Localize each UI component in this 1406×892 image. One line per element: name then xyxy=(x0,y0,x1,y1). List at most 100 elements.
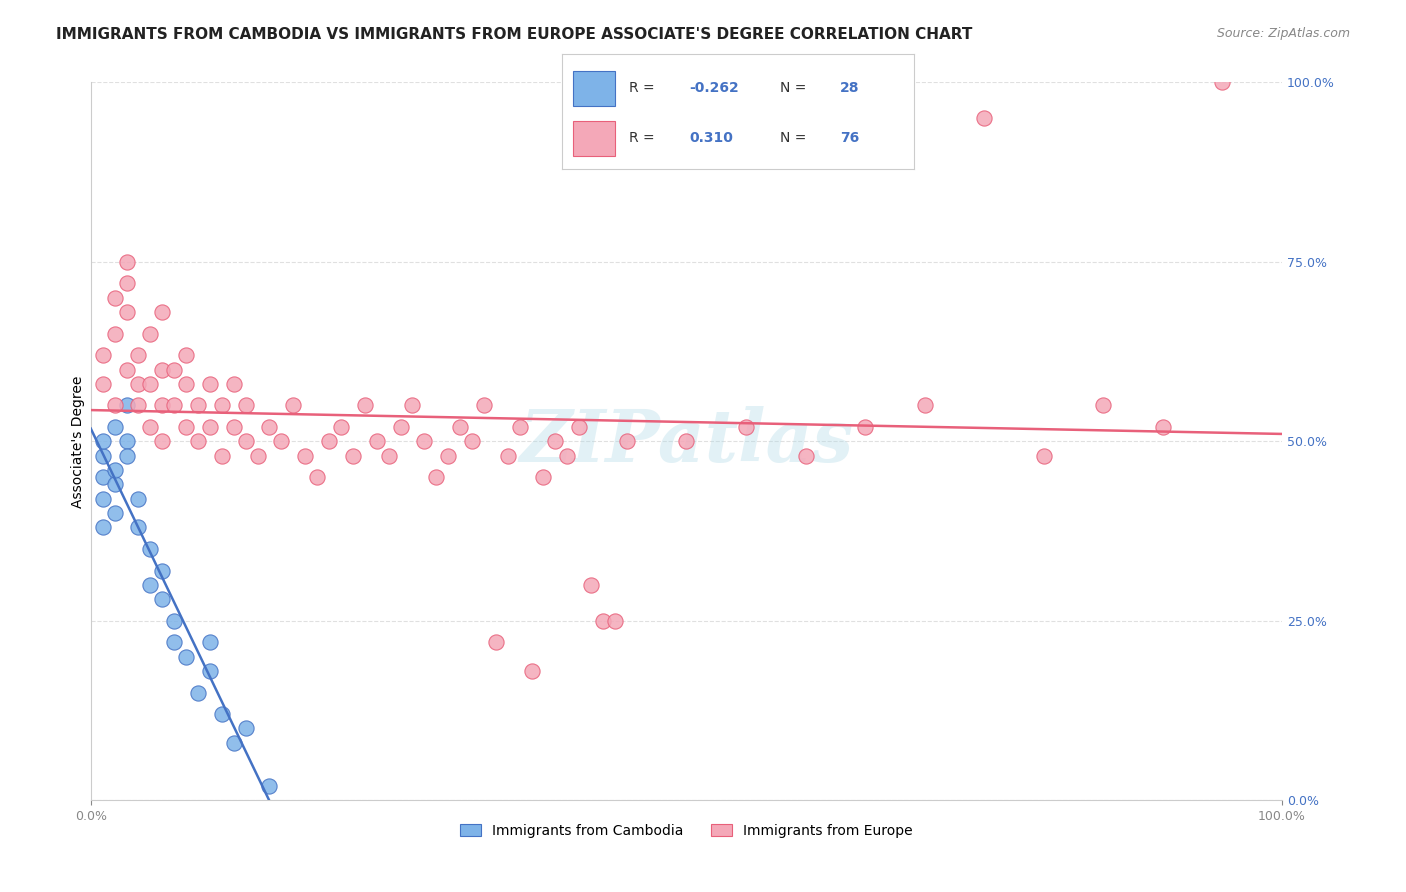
Point xyxy=(150,399,173,413)
Point xyxy=(139,420,162,434)
Point xyxy=(115,255,138,269)
Point xyxy=(150,564,173,578)
Text: R =: R = xyxy=(630,131,659,145)
Point xyxy=(139,541,162,556)
Point xyxy=(259,420,281,434)
Point xyxy=(91,470,114,484)
Point xyxy=(174,420,197,434)
Point xyxy=(163,399,186,413)
Point xyxy=(150,362,173,376)
Point xyxy=(163,362,186,376)
Point xyxy=(389,420,412,434)
Point xyxy=(294,449,316,463)
Point xyxy=(794,449,817,463)
Text: 0.310: 0.310 xyxy=(689,131,733,145)
Point xyxy=(401,399,423,413)
Point xyxy=(318,434,340,449)
Point xyxy=(211,449,233,463)
Point xyxy=(509,420,531,434)
Point xyxy=(127,376,149,391)
FancyBboxPatch shape xyxy=(574,120,616,155)
Point xyxy=(496,449,519,463)
Point xyxy=(413,434,436,449)
Point xyxy=(127,491,149,506)
Point xyxy=(115,399,138,413)
Point xyxy=(246,449,269,463)
Point xyxy=(150,592,173,607)
Point xyxy=(91,434,114,449)
Point xyxy=(150,434,173,449)
Point xyxy=(603,614,626,628)
Point xyxy=(139,376,162,391)
Y-axis label: Associate's Degree: Associate's Degree xyxy=(72,376,86,508)
Text: Source: ZipAtlas.com: Source: ZipAtlas.com xyxy=(1216,27,1350,40)
Point xyxy=(568,420,591,434)
Point xyxy=(235,434,257,449)
Point xyxy=(1032,449,1054,463)
Point xyxy=(104,477,127,491)
Point xyxy=(198,420,221,434)
Point xyxy=(222,420,245,434)
Point xyxy=(174,376,197,391)
Point xyxy=(115,362,138,376)
Point xyxy=(104,463,127,477)
Point xyxy=(198,635,221,649)
Point xyxy=(198,664,221,678)
Point xyxy=(425,470,447,484)
Text: N =: N = xyxy=(780,131,811,145)
Point xyxy=(104,506,127,520)
Text: IMMIGRANTS FROM CAMBODIA VS IMMIGRANTS FROM EUROPE ASSOCIATE'S DEGREE CORRELATIO: IMMIGRANTS FROM CAMBODIA VS IMMIGRANTS F… xyxy=(56,27,973,42)
Point xyxy=(127,520,149,534)
Point xyxy=(91,449,114,463)
Point xyxy=(377,449,399,463)
Point xyxy=(104,399,127,413)
Point xyxy=(115,305,138,319)
Point xyxy=(544,434,567,449)
Point xyxy=(150,305,173,319)
FancyBboxPatch shape xyxy=(574,71,616,106)
Point xyxy=(449,420,471,434)
Point xyxy=(163,614,186,628)
Point xyxy=(91,376,114,391)
Text: 28: 28 xyxy=(839,81,859,95)
Point xyxy=(342,449,364,463)
Point xyxy=(104,326,127,341)
Point xyxy=(104,420,127,434)
Point xyxy=(211,707,233,722)
Point xyxy=(283,399,305,413)
Point xyxy=(973,112,995,126)
Point xyxy=(91,491,114,506)
Point xyxy=(174,649,197,664)
Point xyxy=(555,449,578,463)
Point xyxy=(139,578,162,592)
Point xyxy=(115,277,138,291)
Point xyxy=(592,614,614,628)
Point xyxy=(187,434,209,449)
Text: N =: N = xyxy=(780,81,811,95)
Point xyxy=(366,434,388,449)
Point xyxy=(235,399,257,413)
Point xyxy=(259,779,281,793)
Point xyxy=(174,348,197,362)
Point xyxy=(115,434,138,449)
Point xyxy=(853,420,876,434)
Point xyxy=(675,434,697,449)
Point xyxy=(437,449,460,463)
Point xyxy=(211,399,233,413)
Point xyxy=(127,348,149,362)
Point xyxy=(485,635,508,649)
Point xyxy=(1152,420,1174,434)
Point xyxy=(104,291,127,305)
Point xyxy=(307,470,329,484)
Text: 76: 76 xyxy=(839,131,859,145)
Text: -0.262: -0.262 xyxy=(689,81,738,95)
Point xyxy=(198,376,221,391)
Point xyxy=(235,722,257,736)
Point xyxy=(472,399,495,413)
Point xyxy=(222,736,245,750)
Point xyxy=(329,420,352,434)
Point xyxy=(735,420,758,434)
Point xyxy=(270,434,292,449)
Text: R =: R = xyxy=(630,81,659,95)
Point xyxy=(127,399,149,413)
